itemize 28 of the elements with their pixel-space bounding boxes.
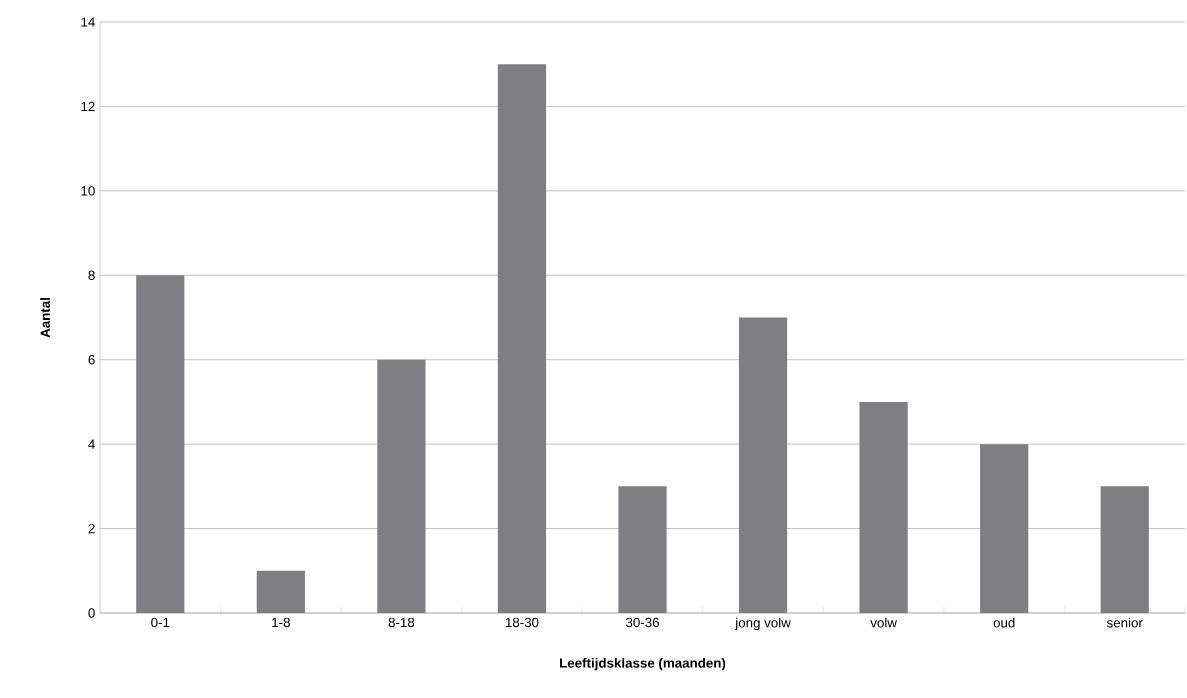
x-tick-label: 8-18 [388, 617, 415, 628]
y-tick-label: 0 [88, 608, 95, 618]
y-axis-title: Aantal [40, 298, 50, 338]
x-tick-label: 1-8 [272, 617, 290, 628]
bar [618, 486, 667, 613]
y-tick-label: 8 [88, 270, 95, 280]
bar [256, 570, 305, 613]
bar [1100, 486, 1149, 613]
x-tick-label: 18-30 [505, 617, 539, 628]
x-tick-label: 30-36 [625, 617, 659, 628]
y-tick-label: 10 [81, 186, 95, 196]
y-tick-label: 2 [88, 523, 95, 534]
y-tick-label: 14 [81, 17, 95, 27]
bar [377, 359, 426, 613]
bar [497, 64, 547, 613]
x-tick-label: 0-1 [151, 617, 170, 628]
x-tick-label: oud [993, 617, 1015, 628]
y-tick-label: 12 [81, 101, 95, 112]
x-axis-title: Leeftijdsklasse (maanden) [560, 657, 726, 671]
y-tick-label: 6 [88, 354, 95, 365]
bar [980, 444, 1029, 613]
bar [136, 275, 185, 613]
x-tick-label: jong volw [734, 617, 791, 631]
x-tick-label: volw [870, 617, 897, 628]
y-tick-label: 4 [88, 439, 95, 449]
bar [859, 401, 908, 613]
bar [738, 317, 788, 613]
x-tick-label: senior [1106, 617, 1143, 628]
